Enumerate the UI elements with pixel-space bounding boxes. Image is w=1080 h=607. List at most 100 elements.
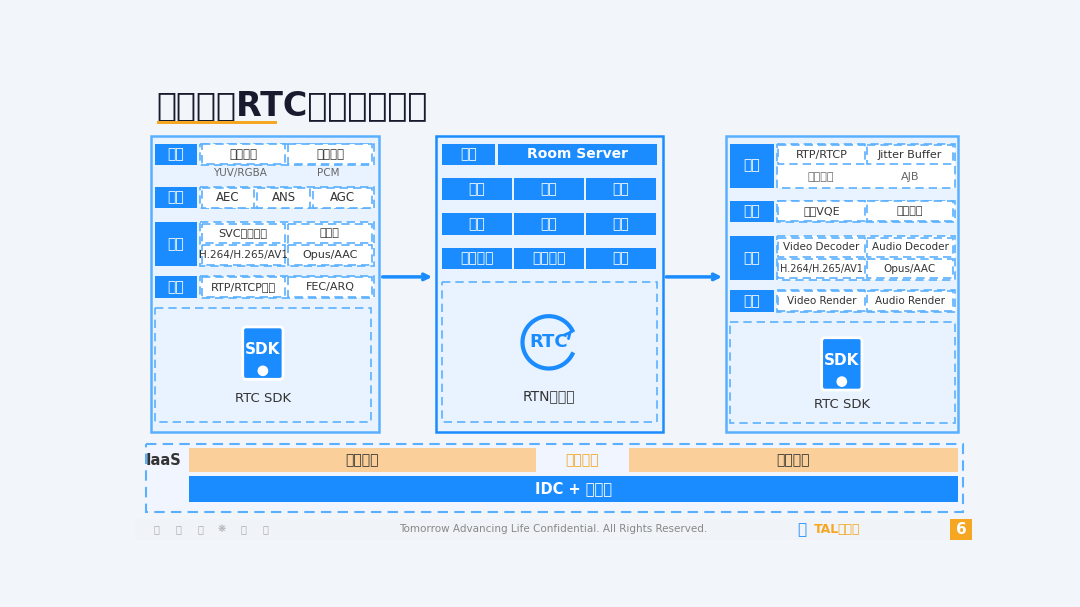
Text: 云服务器: 云服务器 [346, 453, 379, 467]
Text: 混流: 混流 [469, 217, 485, 231]
Bar [514, 248, 583, 269]
Text: 转推: 转推 [540, 182, 557, 196]
Text: 视频超分: 视频超分 [896, 206, 923, 217]
Text: ANS: ANS [272, 191, 296, 204]
Bar [586, 213, 656, 234]
Text: 转码: 转码 [612, 182, 630, 196]
Bar [586, 248, 656, 269]
Text: 录制: 录制 [540, 217, 557, 231]
Text: 直播中台RTC能力整体架构: 直播中台RTC能力整体架构 [157, 89, 428, 121]
Text: 音频采集: 音频采集 [316, 148, 343, 161]
Bar [442, 144, 495, 165]
Text: 渲染: 渲染 [743, 294, 760, 308]
Text: 云控: 云控 [612, 251, 630, 265]
Text: ❋: ❋ [218, 524, 226, 534]
Text: 弹性伸缩: 弹性伸缩 [566, 453, 599, 467]
Text: 接收: 接收 [743, 158, 760, 172]
Bar [586, 178, 656, 200]
Text: H.264/H.265/AV1: H.264/H.265/AV1 [780, 264, 863, 274]
Bar [156, 222, 197, 266]
Text: Video Decoder: Video Decoder [783, 242, 860, 253]
Bar [435, 136, 663, 432]
Bar [146, 444, 963, 512]
Bar [442, 178, 512, 200]
Bar [730, 322, 955, 423]
Bar [950, 520, 972, 540]
Text: 发送: 发送 [167, 280, 185, 294]
Bar [202, 188, 255, 208]
Text: 采集: 采集 [167, 148, 185, 161]
Text: Tomorrow Advancing Life Confidential. All Rights Reserved.: Tomorrow Advancing Life Confidential. Al… [400, 524, 707, 534]
Text: 云服务器: 云服务器 [777, 453, 810, 467]
Bar [779, 237, 865, 257]
Bar [156, 144, 197, 165]
Text: 音频VQE: 音频VQE [804, 206, 840, 217]
Bar [157, 121, 276, 124]
Text: RTP/RTCP: RTP/RTCP [796, 150, 848, 160]
Bar [202, 277, 284, 297]
Text: SVC分层编码: SVC分层编码 [218, 228, 268, 239]
Text: TAL: TAL [814, 523, 839, 536]
Bar [156, 187, 197, 208]
Text: RTN服务端: RTN服务端 [523, 389, 576, 403]
Text: 解码: 解码 [743, 251, 760, 265]
Bar [866, 145, 954, 164]
Bar [498, 144, 657, 165]
Text: ⛰: ⛰ [153, 524, 160, 534]
Text: 🌳: 🌳 [198, 524, 203, 534]
Bar [730, 201, 773, 222]
Text: AJB: AJB [901, 172, 919, 181]
Text: Audio Decoder: Audio Decoder [872, 242, 948, 253]
Text: 🌿: 🌿 [175, 524, 181, 534]
Bar [150, 136, 379, 432]
Bar [202, 224, 284, 243]
FancyBboxPatch shape [243, 327, 283, 379]
Bar [189, 448, 536, 472]
Bar [200, 222, 374, 266]
Text: RTP/RTCP封包: RTP/RTCP封包 [211, 282, 275, 292]
Bar [777, 290, 955, 311]
Bar [629, 448, 958, 472]
Bar [156, 308, 370, 422]
Bar [779, 202, 865, 222]
Text: Audio Render: Audio Render [875, 296, 945, 306]
Bar [257, 188, 310, 208]
Circle shape [258, 366, 268, 376]
Bar [442, 213, 512, 234]
Bar [866, 259, 954, 279]
Text: Opus/AAC: Opus/AAC [883, 264, 936, 274]
Bar [189, 476, 958, 502]
Circle shape [837, 377, 847, 386]
Text: 处理: 处理 [743, 205, 760, 219]
FancyBboxPatch shape [822, 337, 862, 390]
Text: IDC + 物理机: IDC + 物理机 [536, 481, 612, 496]
Text: 截图: 截图 [612, 217, 630, 231]
Text: 调度: 调度 [460, 148, 476, 161]
Bar [135, 520, 972, 540]
Text: 大小流: 大小流 [320, 228, 340, 239]
Bar [156, 276, 197, 297]
Text: AEC: AEC [216, 191, 240, 204]
Bar [287, 245, 373, 265]
Bar [777, 144, 955, 188]
Bar [779, 291, 865, 311]
Bar [202, 245, 284, 265]
Bar [777, 236, 955, 280]
Bar [730, 144, 773, 188]
Text: SDK: SDK [245, 342, 281, 357]
Text: ⛰: ⛰ [797, 522, 806, 537]
Bar [200, 276, 374, 297]
Text: YUV/RGBA: YUV/RGBA [213, 168, 267, 178]
Text: IaaS: IaaS [146, 453, 181, 469]
Bar [200, 144, 374, 165]
Text: 配置管理: 配置管理 [532, 251, 566, 265]
Text: RTC SDK: RTC SDK [234, 392, 291, 405]
Bar [200, 187, 374, 208]
Text: ⛰: ⛰ [241, 524, 246, 534]
Text: 转发: 转发 [469, 182, 485, 196]
Bar [730, 236, 773, 280]
Bar [866, 237, 954, 257]
Text: 6: 6 [956, 522, 967, 537]
Bar [866, 202, 954, 222]
Text: H.264/H.265/AV1: H.264/H.265/AV1 [199, 250, 287, 260]
